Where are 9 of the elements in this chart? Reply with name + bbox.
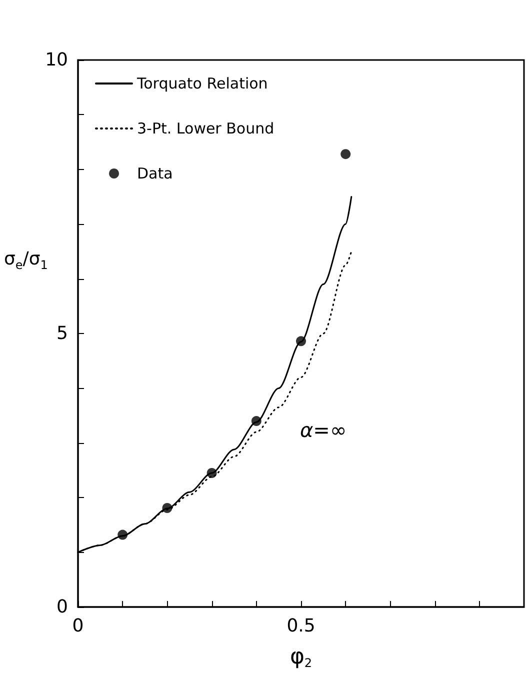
y-tick-label: 10 [45,50,68,70]
legend-label: 3-Pt. Lower Bound [137,120,274,138]
x-tick-label: 0.5 [286,616,316,636]
point [340,149,351,160]
y-tick-label: 5 [56,323,68,344]
y-tick-label: 0 [56,596,68,618]
legend-label: Data [137,164,173,182]
legend-label: Torquato Relation [136,74,268,92]
annotation: α=∞ [300,418,347,442]
